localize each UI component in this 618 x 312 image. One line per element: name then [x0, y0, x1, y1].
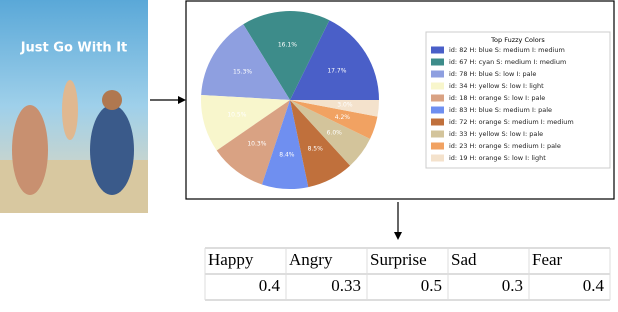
legend-swatch [431, 130, 444, 138]
header-cell: Fear [532, 250, 563, 269]
slice-label: 4.2% [335, 114, 351, 121]
slice-label: 8.4% [279, 152, 295, 159]
legend-box [425, 31, 611, 169]
pie-slice [261, 100, 309, 189]
legend-label: id: 72 H: orange S: medium I: medium [449, 118, 574, 126]
legend-label: id: 34 H: yellow S: low I: light [449, 82, 544, 90]
value-cell: 0.4 [259, 276, 281, 295]
legend-swatch [431, 142, 444, 150]
legend-label: id: 82 H: blue S: medium I: medium [449, 46, 565, 54]
legend-title: Top Fuzzy Colors [490, 36, 545, 44]
poster-figure [12, 105, 48, 195]
poster-title: Just Go With It [20, 41, 128, 56]
value-cell: 0.3 [502, 276, 523, 295]
slice-label: 15.3% [233, 68, 252, 75]
arrow-down [394, 202, 402, 240]
slice-label: 10.5% [227, 111, 246, 118]
poster-figure [90, 105, 134, 195]
slice-label: 10.3% [247, 141, 266, 148]
value-cell: 0.4 [583, 276, 605, 295]
slice-label: 17.7% [327, 67, 346, 74]
legend-label: id: 19 H: orange S: low I: light [449, 154, 546, 162]
header-cell: Surprise [370, 250, 427, 269]
legend-label: id: 67 H: cyan S: medium I: medium [449, 58, 566, 66]
slice-label: 16.1% [278, 41, 297, 48]
legend: Top Fuzzy Colors id: 82 H: blue S: mediu… [425, 31, 611, 169]
pie-slice [201, 94, 290, 151]
pie-slice [243, 10, 330, 100]
poster-figure [102, 90, 122, 110]
pie-slice [290, 100, 371, 166]
legend-swatch [431, 70, 444, 78]
pie-slice [201, 24, 290, 101]
legend-label: id: 18 H: orange S: low I: pale [449, 94, 545, 102]
legend-label: id: 78 H: blue S: low I: pale [449, 70, 536, 78]
legend-swatch [431, 118, 444, 126]
slice-label: 8.5% [308, 146, 324, 153]
pie-slice [216, 100, 290, 185]
value-cell: 0.33 [331, 276, 361, 295]
poster-figure [62, 80, 78, 140]
pie: 17.7% 16.1% 15.3% 10.5% 10.3% 8.4% 8.5% 6.0% 4.2… [201, 10, 379, 189]
legend-label: id: 83 H: blue S: medium I: pale [449, 106, 552, 114]
legend-swatch [431, 154, 444, 162]
value-cell: 0.5 [421, 276, 442, 295]
poster: Just Go With It [0, 0, 148, 213]
arrow-right [150, 96, 186, 104]
header-cell: Angry [289, 250, 333, 269]
legend-swatch [431, 94, 444, 102]
legend-swatch [431, 58, 444, 66]
header-cell: Happy [208, 250, 254, 269]
header-cell: Sad [451, 250, 477, 269]
legend-swatch [431, 46, 444, 54]
legend-swatch [431, 82, 444, 90]
pie-slice [290, 100, 379, 117]
emotion-table: Happy Angry Surprise Sad Fear 0.4 0.33 0.5 0.3 0.… [204, 247, 611, 301]
legend-label: id: 33 H: yellow S: low I: pale [449, 130, 543, 138]
legend-label: id: 23 H: orange S: medium I: pale [449, 142, 561, 150]
legend-swatch [431, 106, 444, 114]
pie-slice [290, 100, 351, 188]
pie-slice [290, 100, 378, 139]
slice-label: 3.0% [337, 102, 353, 109]
slice-label: 6.0% [327, 129, 343, 136]
pie-slice [290, 20, 379, 101]
